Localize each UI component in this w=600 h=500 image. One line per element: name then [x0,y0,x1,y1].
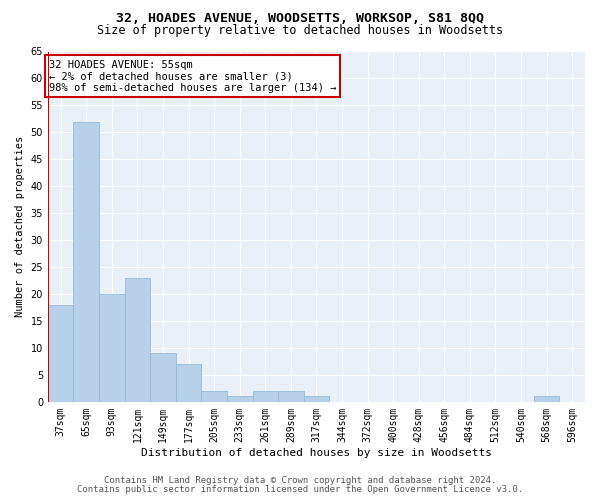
Text: 32, HOADES AVENUE, WOODSETTS, WORKSOP, S81 8QQ: 32, HOADES AVENUE, WOODSETTS, WORKSOP, S… [116,12,484,26]
Text: Contains HM Land Registry data © Crown copyright and database right 2024.: Contains HM Land Registry data © Crown c… [104,476,496,485]
Bar [278,391,304,402]
Bar [150,354,176,402]
Text: Contains public sector information licensed under the Open Government Licence v3: Contains public sector information licen… [77,485,523,494]
Bar [202,391,227,402]
Bar [253,391,278,402]
Bar [73,122,99,402]
Bar [99,294,125,402]
Bar [227,396,253,402]
Bar [48,305,73,402]
Text: 32 HOADES AVENUE: 55sqm
← 2% of detached houses are smaller (3)
98% of semi-deta: 32 HOADES AVENUE: 55sqm ← 2% of detached… [49,60,336,93]
Bar [125,278,150,402]
Bar [176,364,202,402]
Y-axis label: Number of detached properties: Number of detached properties [15,136,25,318]
X-axis label: Distribution of detached houses by size in Woodsetts: Distribution of detached houses by size … [141,448,492,458]
Text: Size of property relative to detached houses in Woodsetts: Size of property relative to detached ho… [97,24,503,37]
Bar [534,396,559,402]
Bar [304,396,329,402]
